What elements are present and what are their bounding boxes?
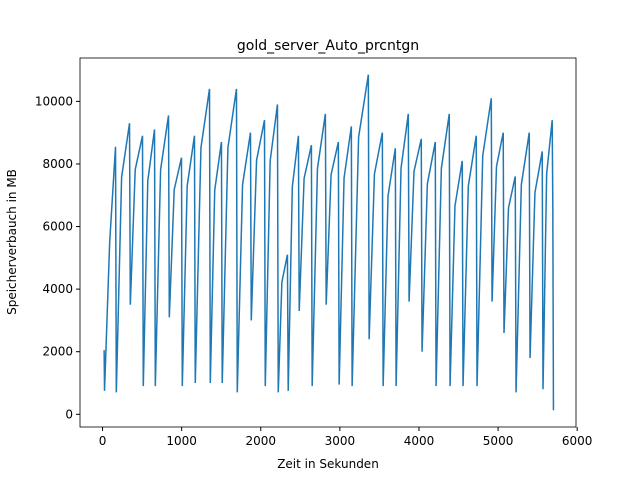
y-tick-label: 8000 (42, 157, 73, 171)
x-tick-label: 4000 (404, 434, 435, 448)
x-tick-label: 6000 (562, 434, 593, 448)
x-axis-label: Zeit in Sekunden (277, 457, 379, 471)
y-tick-label: 0 (65, 407, 73, 421)
y-axis-label: Speicherverbauch in MB (5, 169, 19, 315)
x-tick-label: 3000 (325, 434, 356, 448)
plot-frame (79, 57, 577, 428)
y-tick-label: 4000 (42, 282, 73, 296)
x-tick-label: 0 (99, 434, 107, 448)
data-line (103, 74, 555, 411)
y-tick-label: 10000 (35, 94, 73, 108)
x-tick-label: 5000 (483, 434, 514, 448)
y-tick-label: 6000 (42, 220, 73, 234)
y-tick-label: 2000 (42, 345, 73, 359)
x-tick-label: 1000 (166, 434, 197, 448)
chart-title: gold_server_Auto_prcntgn (237, 38, 419, 54)
x-tick-label: 2000 (245, 434, 276, 448)
